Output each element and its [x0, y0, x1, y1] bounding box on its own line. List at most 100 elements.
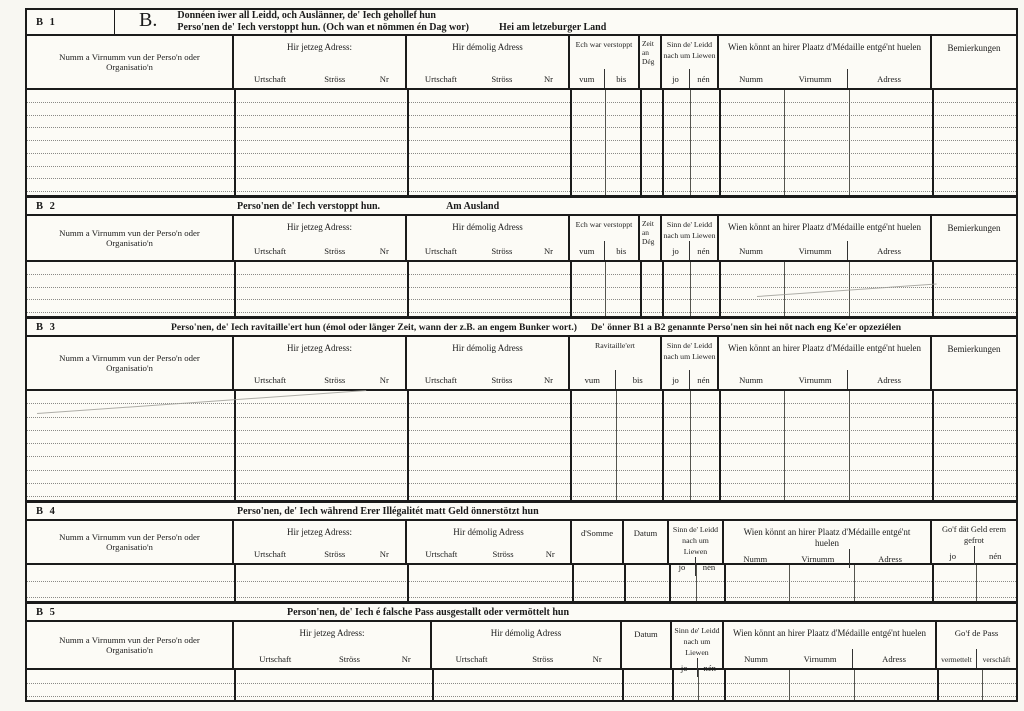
- table-row[interactable]: [27, 565, 1016, 582]
- table-row[interactable]: [27, 288, 1016, 301]
- current-address-label: Hir jetzeg Adress:: [287, 527, 352, 537]
- current-address-label: Hir jetzeg Adress:: [287, 343, 352, 353]
- table-row[interactable]: [27, 404, 1016, 418]
- title-note: Hei am letzeburger Land: [499, 22, 607, 33]
- still-alive-label: Sinn de' Leidd nach um Liewen: [663, 220, 716, 240]
- col-current-address: Hir jetzeg Adress: Urtschaft Ströss Nr: [234, 337, 407, 389]
- sub-column-divider: [696, 565, 697, 601]
- column-divider: [932, 90, 934, 195]
- money-returned-label: Go'f dät Geld erem gefrot: [941, 525, 1007, 545]
- table-row[interactable]: [27, 167, 1016, 180]
- col-pass-provided: Go'f de Pass vermettelt verschäft: [937, 622, 1016, 668]
- col-former-address: Hir démolig Adress Urtschaft Ströss Nr: [407, 337, 570, 389]
- table-row[interactable]: [27, 582, 1016, 598]
- column-divider: [570, 262, 572, 316]
- section-b5-rows: [27, 670, 1016, 700]
- sub-urtschaft: Urtschaft: [425, 549, 458, 559]
- col-medal-recipient: Wien könnt an hirer Plaatz d'Médaille en…: [724, 521, 932, 568]
- column-divider: [932, 262, 934, 316]
- sub-nen: nén: [689, 370, 717, 389]
- sub-stross: Ströss: [492, 549, 514, 559]
- table-row[interactable]: [27, 684, 1016, 697]
- former-address-label: Hir démolig Adress: [452, 343, 523, 353]
- sub-bis: bis: [603, 69, 639, 88]
- column-divider: [624, 565, 626, 601]
- section-b1-title-bar: B 1 B. Donnéen iwer all Leidd, och Auslä…: [27, 9, 1016, 36]
- section-b5-header: Numm a Virnumm vun der Perso'n oder Orga…: [27, 622, 1016, 677]
- sub-verschaft: verschäft: [976, 649, 1016, 668]
- sub-numm: Numm: [743, 554, 768, 564]
- table-row[interactable]: [27, 457, 1016, 471]
- address-sublabels: Urtschaft Ströss Nr: [234, 69, 405, 88]
- column-divider: [662, 262, 664, 316]
- current-address-label: Hir jetzeg Adress:: [287, 222, 352, 232]
- hidden-period-label: Ech war verstoppt: [575, 40, 633, 49]
- sub-stross: Ströss: [532, 654, 554, 664]
- sub-stross: Ströss: [324, 74, 346, 84]
- column-divider: [407, 262, 409, 316]
- table-row[interactable]: [27, 484, 1016, 497]
- sub-nen: nén: [689, 69, 717, 88]
- still-alive-label: Sinn de' Leidd nach um Liewen: [674, 626, 720, 657]
- col-remarks: Bemierkungen: [932, 36, 1016, 88]
- table-row[interactable]: [27, 262, 1016, 275]
- sub-jo: jo: [672, 74, 679, 84]
- col-former-address: Hir démolig Adress Urtschaft Ströss Nr: [432, 622, 622, 668]
- column-divider: [724, 670, 726, 700]
- table-row[interactable]: [27, 391, 1016, 405]
- table-row[interactable]: [27, 90, 1016, 103]
- table-row[interactable]: [27, 103, 1016, 116]
- table-row[interactable]: [27, 141, 1016, 154]
- column-divider: [234, 262, 236, 316]
- table-row[interactable]: [27, 275, 1016, 288]
- table-row[interactable]: [27, 471, 1016, 484]
- alive-sublabels: jo nén: [672, 658, 722, 677]
- address-sublabels: Urtschaft Ströss Nr: [234, 370, 405, 389]
- sub-urtschaft: Urtschaft: [253, 375, 286, 385]
- column-divider: [234, 391, 236, 500]
- pass-provided-label: Go'f de Pass: [954, 628, 999, 638]
- table-row[interactable]: [27, 300, 1016, 313]
- section-b2: B 2 Perso'nen de' Iech verstoppt hun. Am…: [27, 195, 1016, 316]
- sub-adress: Adress: [847, 241, 930, 260]
- col-name: Numm a Virnumm vun der Perso'n oder Orga…: [27, 36, 234, 88]
- col-former-address: Hir démolig Adress Urtschaft Ströss Nr: [407, 521, 572, 563]
- table-row[interactable]: [27, 431, 1016, 444]
- title-line-2-text: Perso'nen de' Iech verstoppt hun. (Och w…: [177, 22, 469, 33]
- section-b4-title-bar: B 4 Perso'nen, de' Iech während Erer Ill…: [27, 503, 1016, 521]
- col-current-address: Hir jetzeg Adress: Urtschaft Ströss Nr: [234, 622, 432, 668]
- sub-column-divider: [784, 90, 785, 195]
- alive-sublabels: jo nén: [662, 69, 717, 88]
- col-medal-recipient: Wien könnt an hirer Plaatz d'Médaille en…: [719, 36, 932, 88]
- col-current-address: Hir jetzeg Adress: Urtschaft Ströss Nr: [234, 216, 407, 260]
- sub-nen: nén: [695, 557, 722, 576]
- col-name-label: Numm a Virnumm vun der Perso'n oder Orga…: [59, 532, 200, 552]
- table-row[interactable]: [27, 670, 1016, 684]
- table-row[interactable]: [27, 418, 1016, 431]
- table-row[interactable]: [27, 128, 1016, 141]
- current-address-label: Hir jetzeg Adress:: [287, 42, 352, 52]
- sub-stross: Ströss: [491, 375, 513, 385]
- sub-column-divider: [976, 565, 977, 601]
- sub-column-divider: [789, 565, 790, 601]
- sub-virnumm: Virnumm: [803, 654, 837, 664]
- address-sublabels: Urtschaft Ströss Nr: [234, 544, 405, 563]
- sub-nr: Nr: [592, 654, 602, 664]
- col-name-label: Numm a Virnumm vun der Perso'n oder Orga…: [59, 52, 200, 72]
- sub-urtschaft: Urtschaft: [424, 375, 457, 385]
- table-row[interactable]: [27, 179, 1016, 192]
- section-id: B 3: [36, 321, 57, 333]
- table-row[interactable]: [27, 116, 1016, 129]
- table-row[interactable]: [27, 444, 1016, 458]
- address-sublabels: Urtschaft Ströss Nr: [407, 544, 570, 563]
- sub-numm: Numm: [739, 74, 763, 84]
- section-b1-rows: [27, 90, 1016, 195]
- table-row[interactable]: [27, 154, 1016, 167]
- section-b4: B 4 Perso'nen, de' Iech während Erer Ill…: [27, 500, 1016, 601]
- section-b2-title-bar: B 2 Perso'nen de' Iech verstoppt hun. Am…: [27, 198, 1016, 216]
- column-divider: [640, 90, 642, 195]
- days-count-label: Zeit an Dég: [642, 219, 655, 246]
- sub-urtschaft: Urtschaft: [455, 654, 488, 664]
- col-hidden-period: Ech war verstoppt vum bis: [570, 36, 640, 88]
- supplied-period-label: Ravitaille'ert: [595, 341, 635, 350]
